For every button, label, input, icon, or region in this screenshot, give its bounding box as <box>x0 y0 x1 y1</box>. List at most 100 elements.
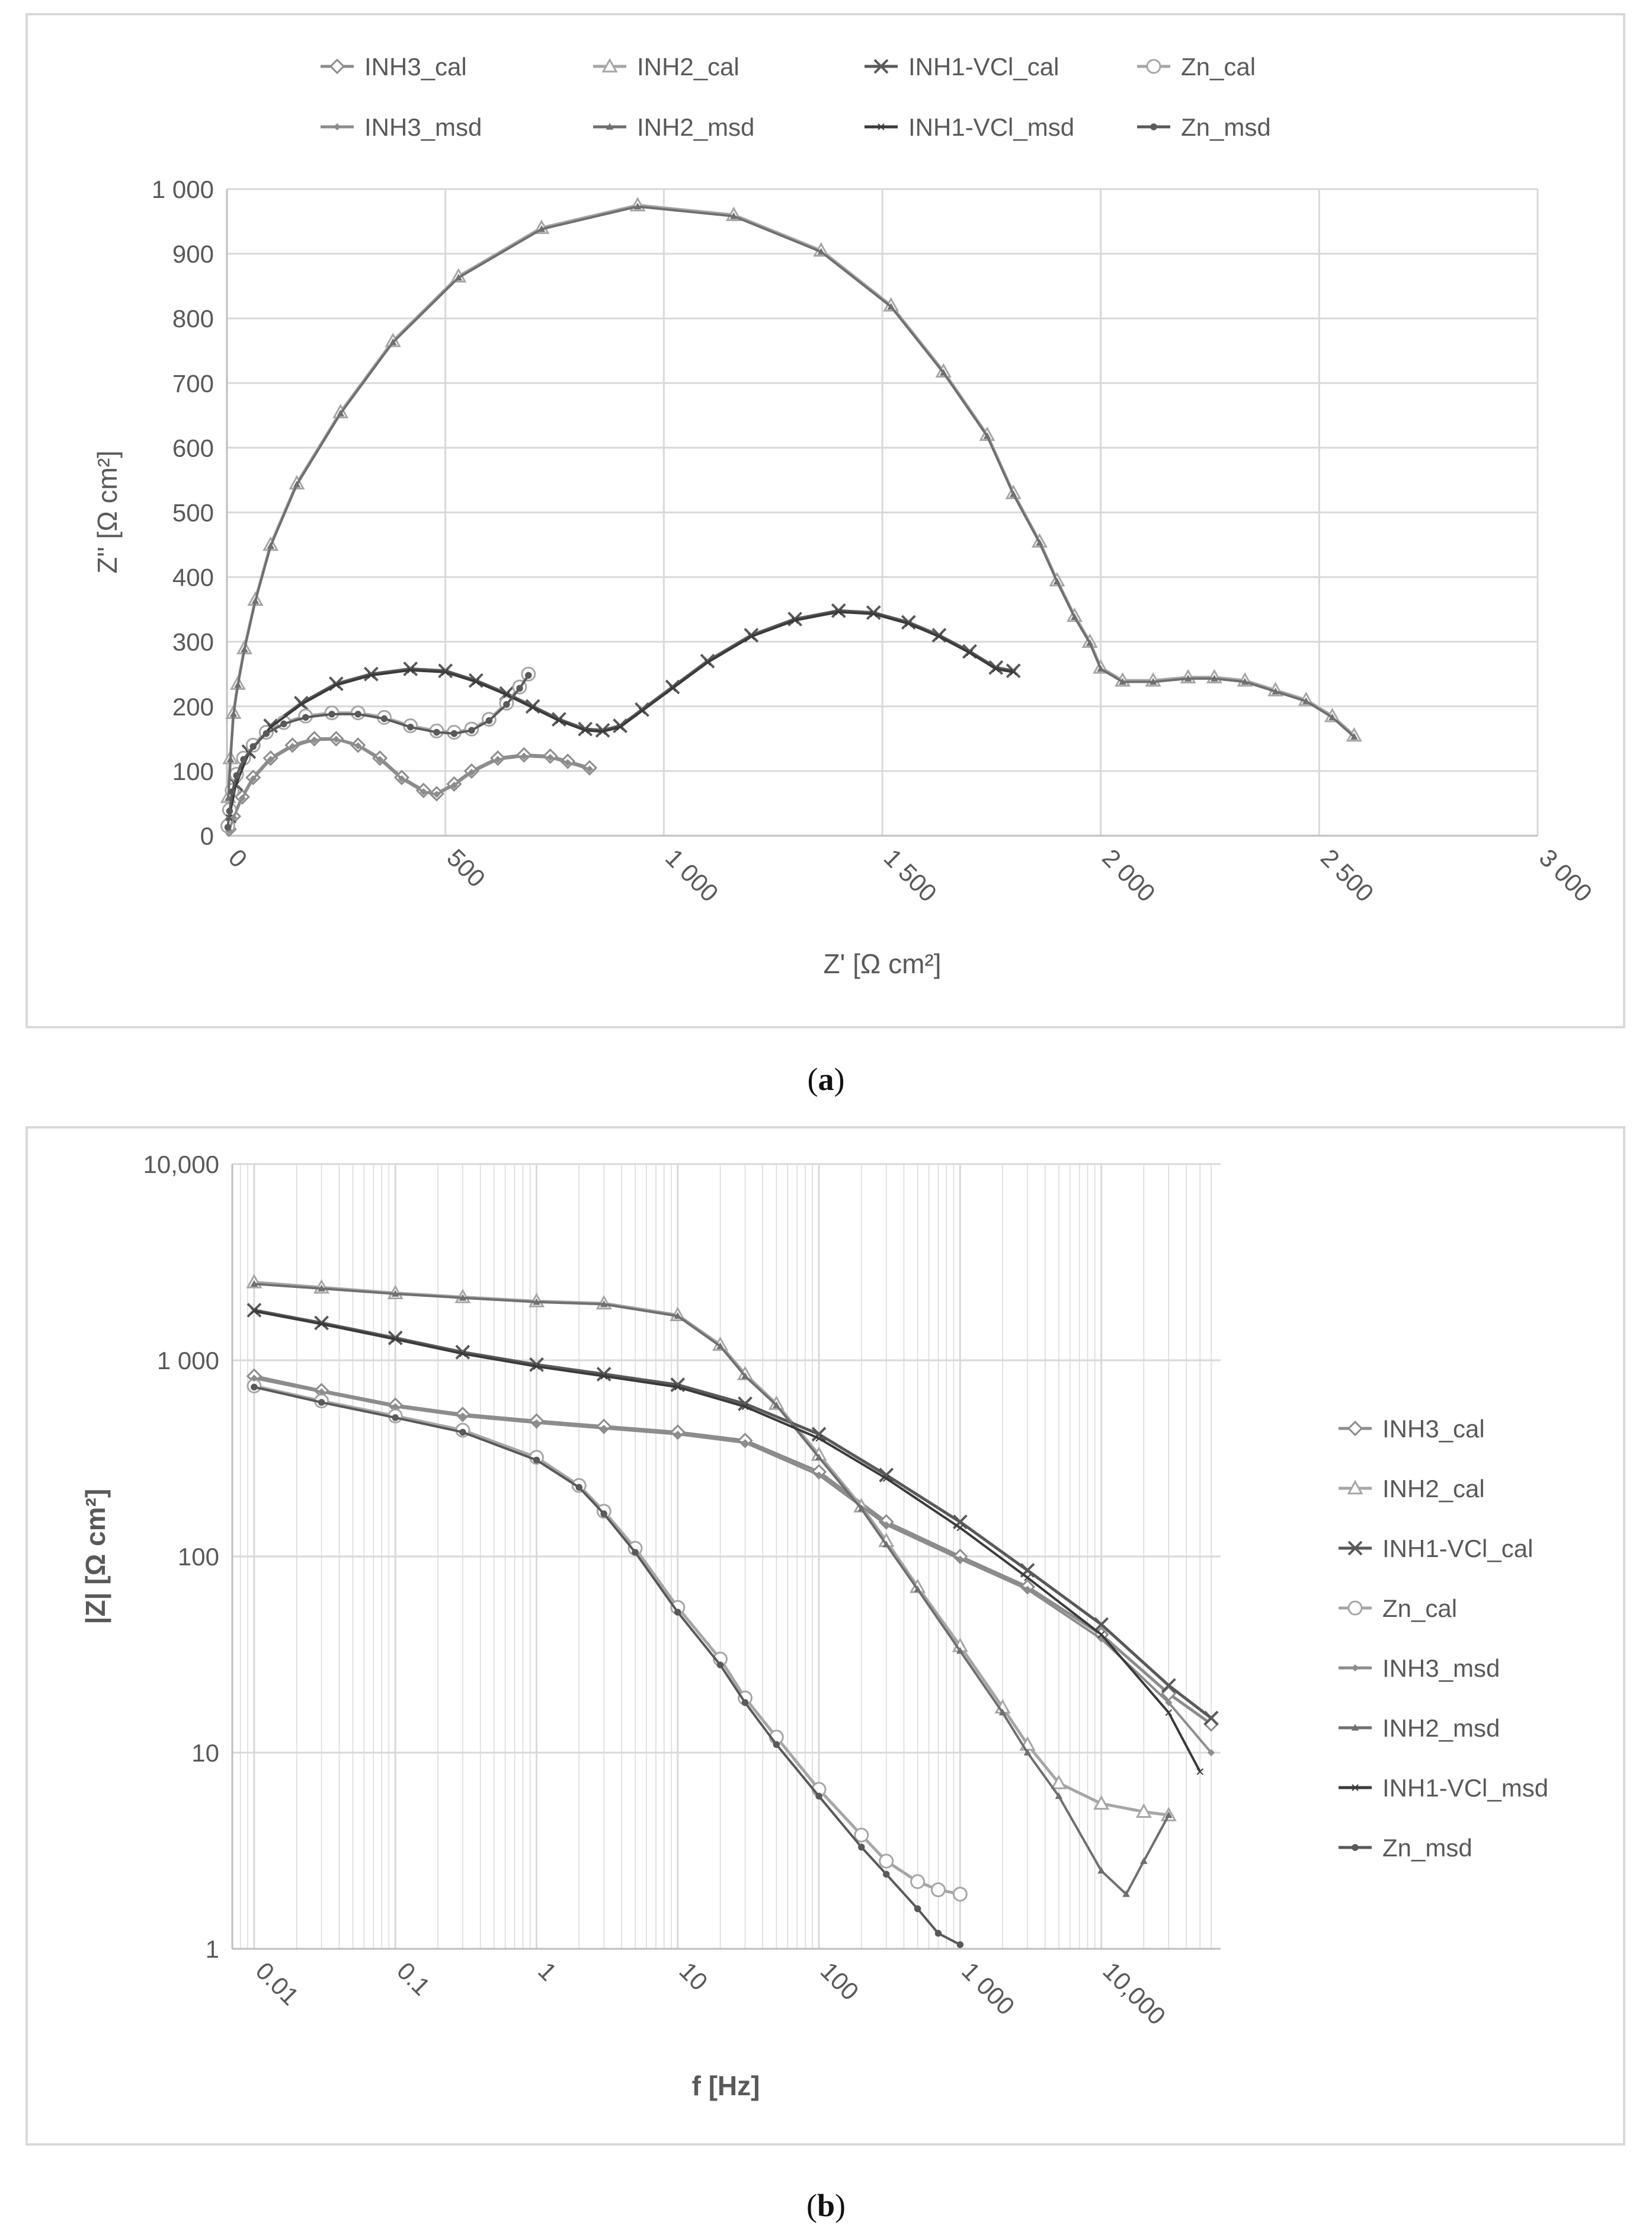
data-point-inh1-vcl-msd <box>297 701 305 708</box>
data-point-inh2-msd <box>1350 733 1358 740</box>
data-point-inh3-msd <box>250 1374 258 1382</box>
data-point-zn-cal <box>930 1882 946 1897</box>
data-point-zn-msd <box>328 711 335 718</box>
data-point-inh2-msd <box>250 1280 258 1287</box>
legend-inh3-msd-marker <box>333 123 341 131</box>
data-point-inh1-vcl-cal <box>438 663 453 679</box>
data-point-inh1-vcl-msd <box>406 666 414 674</box>
data-point-inh2-msd <box>1053 577 1061 584</box>
data-point-inh3-msd <box>674 1430 681 1438</box>
data-point-inh2-msd <box>224 794 232 801</box>
data-point-inh2-msd <box>956 1647 964 1654</box>
series-line-inh1-vcl-msd <box>228 610 1014 818</box>
series-line-inh1-vcl-cal <box>254 1309 1212 1719</box>
y-tick-label: 900 <box>172 240 214 268</box>
series-line-inh2-cal <box>226 203 1355 797</box>
data-point-inh2-msd <box>389 338 397 346</box>
data-point-zn-msd <box>716 1661 724 1668</box>
data-point-inh2-msd <box>674 1312 682 1319</box>
data-point-inh1-vcl-cal <box>529 1357 544 1372</box>
data-point-inh3-msd <box>318 1388 325 1396</box>
data-point-inh1-vcl-msd <box>1165 1709 1173 1716</box>
data-point-inh2-msd <box>1036 539 1043 546</box>
series-line-zn-cal <box>226 673 530 826</box>
legend-inh2-msd-marker <box>606 123 614 130</box>
series-inh2-cal <box>220 197 1362 803</box>
legend-label: INH1-VCl_msd <box>908 113 1074 141</box>
data-point-zn-msd <box>485 717 493 724</box>
data-point-inh3-msd <box>433 791 440 798</box>
data-point-inh2-msd <box>857 1505 866 1512</box>
data-point-inh2-msd <box>887 303 895 310</box>
series-line-zn-msd <box>254 1386 961 1946</box>
data-point-inh2-msd <box>1097 1866 1105 1874</box>
data-point-zn-cal <box>854 1827 869 1843</box>
legend-inh1-vcl-cal-marker <box>873 59 889 74</box>
chart-b: 0.01 0.1 1 10 100 1 000 10,000 1 10 100 1 000 10,00… <box>80 1150 1548 2101</box>
data-point-inh1-vcl-msd <box>905 620 912 627</box>
data-point-inh2-msd <box>1097 664 1104 672</box>
data-point-zn-cal <box>952 1887 968 1902</box>
data-point-inh1-vcl-msd <box>441 669 449 676</box>
legend-inh2-msd-marker <box>1351 1724 1359 1731</box>
y-tick-label: 500 <box>172 499 214 527</box>
y-tick-label: 200 <box>172 693 214 721</box>
data-point-inh1-vcl-msd <box>533 1363 540 1370</box>
data-point-inh1-vcl-cal <box>455 1344 470 1360</box>
data-point-inh1-vcl-msd <box>966 649 974 656</box>
data-point-inh3-msd <box>332 736 340 743</box>
series-inh2-msd <box>250 1280 1173 1897</box>
data-point-zn-msd <box>600 1510 607 1517</box>
data-point-inh2-msd <box>1071 613 1078 620</box>
series-zn-msd <box>251 1383 964 1948</box>
x-tick-label: 2 500 <box>1315 843 1379 907</box>
data-point-zn-msd <box>280 720 287 728</box>
data-point-inh2-msd <box>1119 677 1126 685</box>
legend-label: Zn_cal <box>1382 1594 1457 1622</box>
nyquist-chart: 0 500 1 000 1 500 2 000 2 500 3 000 0 100 200 300 4… <box>92 53 1597 979</box>
caption-b: (b) <box>806 2188 846 2223</box>
x-axis-label: Z' [Ω cm²] <box>823 948 941 979</box>
data-point-inh1-vcl-msd <box>1196 1768 1203 1775</box>
data-point-inh2-msd <box>241 645 248 653</box>
data-point-inh2-msd <box>537 225 546 232</box>
data-point-inh3-msd <box>376 756 384 763</box>
legend-zn-msd-marker <box>1150 123 1157 130</box>
data-point-zn-msd <box>224 824 232 831</box>
legend-inh3-cal-marker <box>1347 1420 1363 1437</box>
data-point-inh2-msd <box>251 597 260 604</box>
data-point-inh1-vcl-msd <box>638 707 646 715</box>
data-point-zn-msd <box>240 756 247 763</box>
data-point-inh2-msd <box>633 202 642 210</box>
y-tick-label: 1 000 <box>157 1347 219 1374</box>
data-point-inh3-msd <box>564 759 572 766</box>
data-point-inh1-vcl-msd <box>1097 1631 1105 1638</box>
legend-item-inh2-msd: INH2_msd <box>593 113 754 141</box>
data-point-zn-msd <box>741 1699 749 1706</box>
x-tick-label: 100 <box>815 1957 865 2006</box>
series-line-zn-cal <box>254 1384 961 1896</box>
legend-item-inh1-vcl-cal: INH1-VCl_cal <box>865 53 1059 81</box>
data-point-inh1-vcl-msd <box>529 704 536 711</box>
data-point-zn-msd <box>229 788 236 795</box>
data-point-zn-msd <box>468 727 475 734</box>
data-point-inh1-vcl-msd <box>392 1335 399 1343</box>
legend: INH3_cal INH2_cal INH1-VCl_cal Zn_cal INH3_m… <box>321 53 1271 141</box>
legend-inh3-cal-marker <box>329 58 345 75</box>
data-point-inh3-msd <box>354 742 362 750</box>
data-point-inh1-vcl-msd <box>581 727 589 734</box>
data-point-inh2-msd <box>1328 713 1336 721</box>
y-tick-label: 1 <box>206 1935 219 1963</box>
data-point-inh3-msd <box>267 756 274 763</box>
legend-zn-cal-marker <box>1347 1600 1363 1616</box>
data-point-zn-msd <box>914 1905 921 1913</box>
caption-b-label: b <box>817 2188 835 2223</box>
data-point-inh1-vcl-msd <box>1024 1574 1031 1581</box>
data-point-inh1-vcl-msd <box>956 1524 964 1532</box>
y-tick-label: 1 000 <box>152 175 214 203</box>
data-point-inh1-vcl-cal <box>578 721 593 737</box>
legend-inh1-vcl-cal-marker <box>1347 1540 1363 1556</box>
bode-chart-panel: 0.01 0.1 1 10 100 1 000 10,000 1 10 100 1 000 10,00… <box>25 1126 1625 2146</box>
data-point-inh1-vcl-msd <box>791 616 799 624</box>
data-point-zn-msd <box>392 1414 399 1421</box>
